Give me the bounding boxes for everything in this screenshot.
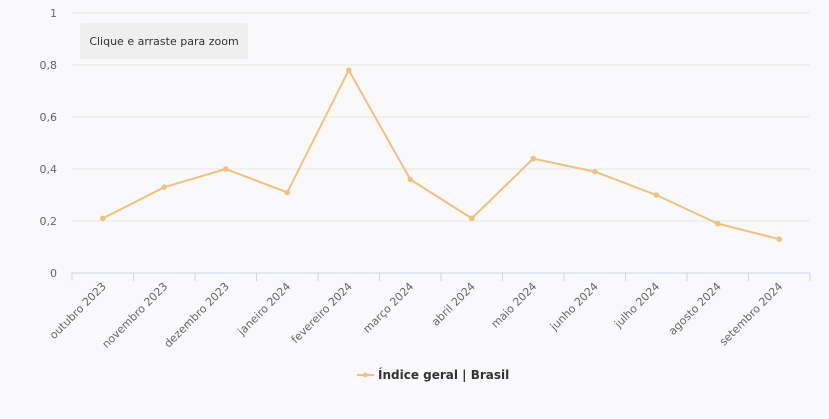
legend-marker-icon <box>363 372 368 378</box>
x-tick-label: janeiro 2024 <box>235 280 294 339</box>
data-point[interactable] <box>468 215 475 222</box>
y-tick-label: 0,8 <box>40 59 58 72</box>
data-point[interactable] <box>776 236 783 242</box>
y-axis: 0 0,2 0,4 0,6 0,8 1 <box>40 7 58 280</box>
data-point[interactable] <box>161 184 168 190</box>
x-tick-label: fevereiro 2024 <box>289 280 355 346</box>
data-point[interactable] <box>99 215 106 222</box>
legend-label[interactable]: Índice geral | Brasil <box>378 367 509 382</box>
series-line[interactable] <box>101 69 781 241</box>
y-tick-label: 0,6 <box>40 111 58 124</box>
data-point[interactable] <box>222 166 229 172</box>
zoom-hint-background <box>80 23 248 59</box>
data-point[interactable] <box>591 168 598 175</box>
series-group <box>99 67 783 242</box>
x-tick-label: agosto 2024 <box>666 280 724 338</box>
data-point[interactable] <box>284 189 291 196</box>
grid-lines <box>72 12 810 222</box>
y-tick-label: 0,2 <box>40 215 58 228</box>
x-tick-label: dezembro 2023 <box>162 280 232 350</box>
zoom-hint: Clique e arraste para zoom <box>80 23 248 59</box>
zoom-hint-text: Clique e arraste para zoom <box>89 35 238 48</box>
data-point[interactable] <box>653 192 660 198</box>
x-tick-label: julho 2024 <box>611 280 662 331</box>
legend[interactable]: Índice geral | Brasil <box>357 367 509 382</box>
data-point[interactable] <box>407 176 414 183</box>
x-tick-label: outubro 2023 <box>47 280 109 342</box>
x-tick-label: setembro 2024 <box>717 280 785 348</box>
x-tick-label: março 2024 <box>360 280 416 336</box>
x-tick-label: junho 2024 <box>547 280 601 334</box>
x-tick-label: novembro 2023 <box>100 280 171 351</box>
x-tick-label: maio 2024 <box>489 280 540 331</box>
data-point[interactable] <box>530 155 537 162</box>
y-tick-label: 0 <box>50 267 57 280</box>
y-tick-label: 1 <box>50 7 57 20</box>
data-point[interactable] <box>345 67 352 73</box>
data-point[interactable] <box>714 220 721 227</box>
y-tick-label: 0,4 <box>40 163 58 176</box>
x-tick-label: abril 2024 <box>429 280 478 329</box>
